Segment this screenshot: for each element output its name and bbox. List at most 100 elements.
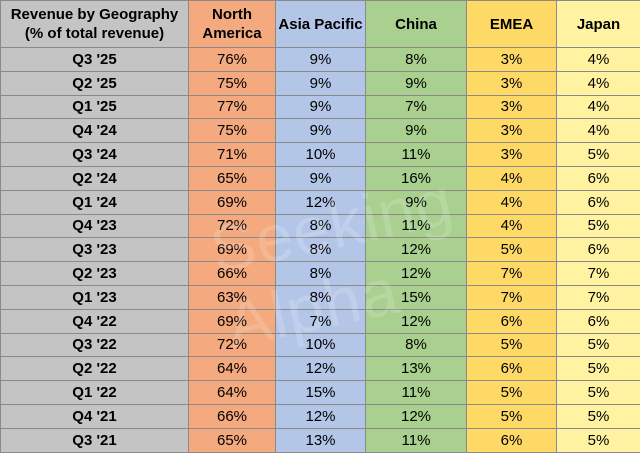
cell-japan: 6% <box>556 237 640 263</box>
quarter-label: Q1 '23 <box>0 284 189 310</box>
table-title-cell: Revenue by Geography (% of total revenue… <box>0 0 189 48</box>
quarter-label: Q3 '25 <box>0 47 189 72</box>
quarter-label: Q3 '21 <box>0 427 189 453</box>
cell-asia-pacific: 10% <box>275 142 366 167</box>
cell-emea: 6% <box>466 356 557 382</box>
cell-asia-pacific: 12% <box>275 403 366 429</box>
cell-china: 12% <box>365 308 467 334</box>
cell-asia-pacific: 10% <box>275 332 366 358</box>
table-row: Q1 '23 63% 8% 15% 7% 7% <box>0 284 640 310</box>
cell-china: 12% <box>365 261 467 286</box>
cell-emea: 3% <box>466 118 557 144</box>
cell-emea: 3% <box>466 94 557 120</box>
cell-north-america: 75% <box>188 118 276 144</box>
cell-japan: 5% <box>556 332 640 358</box>
cell-asia-pacific: 13% <box>275 427 366 453</box>
table-row: Q4 '23 72% 8% 11% 4% 5% <box>0 213 640 239</box>
cell-emea: 5% <box>466 332 557 358</box>
cell-japan: 5% <box>556 142 640 167</box>
cell-china: 9% <box>365 189 467 215</box>
cell-emea: 5% <box>466 403 557 429</box>
cell-emea: 3% <box>466 142 557 167</box>
cell-asia-pacific: 9% <box>275 118 366 144</box>
cell-china: 13% <box>365 356 467 382</box>
cell-emea: 5% <box>466 380 557 405</box>
cell-emea: 7% <box>466 261 557 286</box>
cell-north-america: 75% <box>188 70 276 96</box>
column-header-japan: Japan <box>556 0 640 48</box>
table-row: Q3 '23 69% 8% 12% 5% 6% <box>0 237 640 263</box>
cell-north-america: 64% <box>188 356 276 382</box>
cell-china: 15% <box>365 284 467 310</box>
cell-japan: 6% <box>556 189 640 215</box>
cell-china: 11% <box>365 213 467 239</box>
table-row: Q1 '24 69% 12% 9% 4% 6% <box>0 189 640 215</box>
cell-japan: 5% <box>556 427 640 453</box>
cell-china: 8% <box>365 332 467 358</box>
cell-asia-pacific: 12% <box>275 356 366 382</box>
table-row: Q3 '24 71% 10% 11% 3% 5% <box>0 142 640 167</box>
cell-north-america: 63% <box>188 284 276 310</box>
column-header-china: China <box>365 0 467 48</box>
quarter-label: Q3 '22 <box>0 332 189 358</box>
column-header-line: America <box>202 25 262 42</box>
cell-north-america: 65% <box>188 427 276 453</box>
cell-emea: 5% <box>466 237 557 263</box>
cell-asia-pacific: 8% <box>275 237 366 263</box>
header-row: Revenue by Geography (% of total revenue… <box>0 0 640 48</box>
table-row: Q2 '23 66% 8% 12% 7% 7% <box>0 261 640 286</box>
cell-emea: 6% <box>466 308 557 334</box>
cell-china: 9% <box>365 70 467 96</box>
cell-north-america: 69% <box>188 189 276 215</box>
cell-japan: 5% <box>556 213 640 239</box>
quarter-label: Q4 '22 <box>0 308 189 334</box>
cell-north-america: 77% <box>188 94 276 120</box>
table-body: Q3 '25 76% 9% 8% 3% 4% Q2 '25 75% 9% 9% 3% 4% Q1 '25… <box>0 47 640 453</box>
cell-japan: 5% <box>556 403 640 429</box>
cell-china: 11% <box>365 427 467 453</box>
quarter-label: Q1 '24 <box>0 189 189 215</box>
quarter-label: Q4 '21 <box>0 403 189 429</box>
cell-japan: 5% <box>556 380 640 405</box>
quarter-label: Q4 '23 <box>0 213 189 239</box>
cell-north-america: 69% <box>188 308 276 334</box>
quarter-label: Q4 '24 <box>0 118 189 144</box>
cell-china: 9% <box>365 118 467 144</box>
table-row: Q1 '22 64% 15% 11% 5% 5% <box>0 380 640 405</box>
quarter-label: Q1 '22 <box>0 380 189 405</box>
cell-emea: 6% <box>466 427 557 453</box>
cell-asia-pacific: 8% <box>275 284 366 310</box>
cell-emea: 4% <box>466 165 557 191</box>
column-header-asia-pacific: Asia Pacific <box>275 0 366 48</box>
cell-china: 7% <box>365 94 467 120</box>
cell-asia-pacific: 7% <box>275 308 366 334</box>
cell-emea: 3% <box>466 70 557 96</box>
cell-china: 16% <box>365 165 467 191</box>
table-row: Q2 '24 65% 9% 16% 4% 6% <box>0 165 640 191</box>
table-title: Revenue by Geography <box>10 6 179 23</box>
cell-japan: 7% <box>556 284 640 310</box>
table-subtitle: (% of total revenue) <box>24 25 165 42</box>
cell-china: 11% <box>365 142 467 167</box>
cell-china: 12% <box>365 237 467 263</box>
cell-china: 12% <box>365 403 467 429</box>
quarter-label: Q2 '24 <box>0 165 189 191</box>
cell-japan: 4% <box>556 47 640 72</box>
quarter-label: Q2 '25 <box>0 70 189 96</box>
cell-asia-pacific: 9% <box>275 70 366 96</box>
cell-north-america: 69% <box>188 237 276 263</box>
quarter-label: Q2 '22 <box>0 356 189 382</box>
table-row: Q3 '21 65% 13% 11% 6% 5% <box>0 427 640 453</box>
table-row: Q4 '24 75% 9% 9% 3% 4% <box>0 118 640 144</box>
table-row: Q4 '21 66% 12% 12% 5% 5% <box>0 403 640 429</box>
cell-emea: 3% <box>466 47 557 72</box>
cell-north-america: 72% <box>188 213 276 239</box>
cell-japan: 6% <box>556 308 640 334</box>
table-row: Q1 '25 77% 9% 7% 3% 4% <box>0 94 640 120</box>
cell-china: 8% <box>365 47 467 72</box>
cell-asia-pacific: 12% <box>275 189 366 215</box>
cell-north-america: 71% <box>188 142 276 167</box>
table-row: Q3 '22 72% 10% 8% 5% 5% <box>0 332 640 358</box>
